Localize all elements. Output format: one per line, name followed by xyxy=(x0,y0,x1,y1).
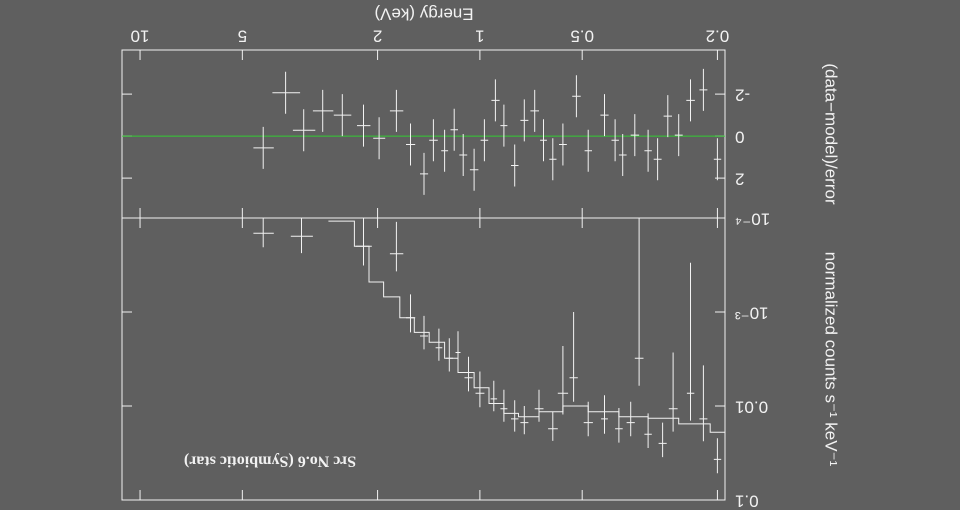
data-point xyxy=(534,389,544,422)
data-point xyxy=(615,408,623,443)
data-point xyxy=(674,114,683,157)
data-point xyxy=(455,331,461,367)
data-point xyxy=(490,380,498,412)
data-point xyxy=(500,104,508,147)
data-point xyxy=(511,400,519,432)
data-point xyxy=(435,328,443,361)
data-point xyxy=(520,406,529,435)
y-tick-label: 0.1 xyxy=(735,492,759,510)
data-point xyxy=(653,138,662,181)
data-point xyxy=(469,148,479,191)
data-point xyxy=(699,365,708,442)
data-point xyxy=(406,123,416,166)
data-point xyxy=(686,262,695,421)
data-point xyxy=(355,218,372,266)
data-point xyxy=(530,89,539,132)
data-point xyxy=(373,117,386,160)
data-point xyxy=(626,401,635,437)
y-tick-label: 10⁻³ xyxy=(735,304,769,323)
data-point xyxy=(464,356,473,392)
data-point xyxy=(500,389,508,422)
data-point xyxy=(429,119,438,162)
data-point xyxy=(253,126,274,169)
data-point xyxy=(630,114,640,157)
data-point xyxy=(290,218,313,254)
data-point xyxy=(389,89,404,132)
data-point xyxy=(686,79,695,122)
data-point xyxy=(600,94,609,137)
data-point xyxy=(557,346,569,415)
data-point xyxy=(475,371,485,408)
y-tick-label: 0 xyxy=(735,128,744,147)
plot-group: normalized counts s⁻¹ keV⁻¹ (data−model)… xyxy=(121,5,841,510)
data-point xyxy=(601,395,608,434)
data-point xyxy=(618,134,627,176)
y-tick-label: 10⁻⁴ xyxy=(735,210,770,229)
data-point xyxy=(272,71,301,114)
data-point xyxy=(420,315,429,350)
data-point xyxy=(389,221,404,272)
x-tick-label: 1 xyxy=(475,27,484,46)
data-point xyxy=(491,79,500,122)
data-point xyxy=(644,413,652,448)
data-point xyxy=(583,401,593,437)
x-tick-label: 5 xyxy=(238,27,247,46)
data-point xyxy=(292,109,316,152)
data-point xyxy=(549,138,557,181)
y-axis-label: (data−model)/error xyxy=(822,63,841,205)
data-point xyxy=(333,94,352,137)
data-point xyxy=(511,144,519,187)
x-tick-label: 2 xyxy=(373,27,382,46)
data-point xyxy=(713,438,722,474)
data-point xyxy=(572,75,581,118)
data-point xyxy=(441,129,449,172)
x-tick-label: 0.2 xyxy=(706,27,730,46)
data-point xyxy=(634,218,644,386)
x-tick-label: 10 xyxy=(131,27,150,46)
x-tick-label: 0.5 xyxy=(570,27,594,46)
data-point xyxy=(584,129,592,172)
y-axis-label: normalized counts s⁻¹ keV⁻¹ xyxy=(822,252,841,467)
data-point xyxy=(569,312,578,402)
data-point xyxy=(357,104,371,147)
data-point xyxy=(420,152,429,195)
annotation: Src No.6 (Symbiotic star) xyxy=(184,452,356,469)
y-tick-label: -2 xyxy=(735,86,750,105)
residual-frame xyxy=(121,49,726,219)
data-point xyxy=(540,119,547,162)
y-tick-label: 2 xyxy=(735,170,744,189)
data-point xyxy=(406,294,416,333)
x-axis-label: Energy (keV) xyxy=(374,5,473,24)
data-point xyxy=(559,123,567,166)
data-point xyxy=(611,119,619,162)
data-point xyxy=(658,422,667,458)
data-point xyxy=(445,338,453,372)
y-tick-label: 0.01 xyxy=(735,398,768,417)
data-point xyxy=(450,108,458,151)
data-point xyxy=(312,89,334,132)
data-point xyxy=(459,134,468,176)
data-point xyxy=(699,68,708,111)
data-point xyxy=(713,138,722,181)
data-point xyxy=(644,129,652,172)
data-point xyxy=(663,95,672,138)
data-point xyxy=(480,119,489,162)
data-point xyxy=(668,352,678,432)
data-point xyxy=(548,411,558,441)
data-point xyxy=(253,218,274,248)
model-line xyxy=(328,220,726,435)
data-point xyxy=(520,99,529,142)
